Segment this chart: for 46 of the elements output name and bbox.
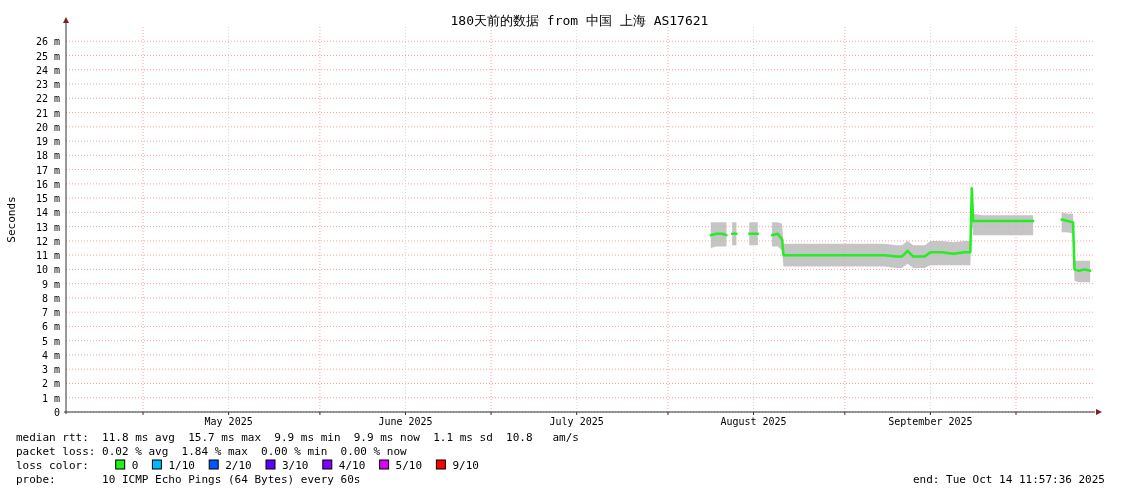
y-tick-label: 19 m xyxy=(35,136,60,148)
y-tick-label: 16 m xyxy=(35,178,60,190)
y-tick-label: 1 m xyxy=(41,392,60,404)
y-tick-label: 12 m xyxy=(35,235,60,247)
y-tick-label: 10 m xyxy=(35,264,60,276)
y-tick-label: 21 m xyxy=(35,107,60,119)
legend-title: loss color: xyxy=(16,459,89,472)
y-tick-label: 24 m xyxy=(35,64,60,76)
text: packet loss: 0.02 % avg 1.84 % max 0.00 % min 0.00 % now xyxy=(16,445,408,458)
y-tick-label: 7 m xyxy=(41,307,60,319)
legend-label: 2/10 xyxy=(225,459,252,472)
y-tick-label: 14 m xyxy=(35,207,60,219)
text: end: Tue Oct 14 11:57:36 2025 xyxy=(912,473,1105,486)
y-tick-label: 5 m xyxy=(41,335,60,347)
y-tick-label: 23 m xyxy=(35,79,60,91)
legend-label: 0 xyxy=(131,459,139,472)
x-tick-label: July 2025 xyxy=(549,416,604,427)
chart-title: 180天前的数据 from 中国 上海 AS17621 xyxy=(450,13,709,28)
legend-label: 5/10 xyxy=(395,459,423,472)
y-tick-label: 9 m xyxy=(41,278,60,290)
legend-label: 1/10 xyxy=(168,459,195,472)
y-tick-label: 6 m xyxy=(41,321,60,333)
y-tick-label: 0 xyxy=(53,407,60,418)
y-tick-label: 20 m xyxy=(35,121,60,133)
y-tick-label: 13 m xyxy=(35,221,60,233)
text: median rtt: 11.8 ms avg 15.7 ms max 9.9 ms min 9.9 ms now 1.1 ms sd 10.8 am/s xyxy=(16,431,579,444)
y-tick-label: 2 m xyxy=(41,378,60,390)
y-tick-label: 8 m xyxy=(41,292,60,304)
x-tick-label: May 2025 xyxy=(204,416,253,427)
x-tick-label: September 2025 xyxy=(888,416,973,427)
legend-label: 3/10 xyxy=(282,459,309,472)
y-tick-label: 18 m xyxy=(35,150,60,162)
x-tick-label: August 2025 xyxy=(720,416,787,427)
y-tick-label: 26 m xyxy=(35,36,60,48)
y-tick-label: 15 m xyxy=(35,193,60,205)
y-tick-label: 25 m xyxy=(35,50,60,62)
y-axis-title: Seconds xyxy=(5,196,18,243)
y-tick-label: 11 m xyxy=(35,250,60,262)
legend-label: 9/10 xyxy=(452,459,479,472)
x-tick-label: June 2025 xyxy=(378,416,433,427)
y-tick-label: 4 m xyxy=(41,349,60,361)
y-tick-label: 22 m xyxy=(35,93,60,105)
legend-label: 4/10 xyxy=(338,459,366,472)
y-tick-label: 3 m xyxy=(41,364,60,376)
text: probe: 10 ICMP Echo Pings (64 Bytes) every 60s xyxy=(16,473,361,486)
y-tick-label: 17 m xyxy=(35,164,60,176)
